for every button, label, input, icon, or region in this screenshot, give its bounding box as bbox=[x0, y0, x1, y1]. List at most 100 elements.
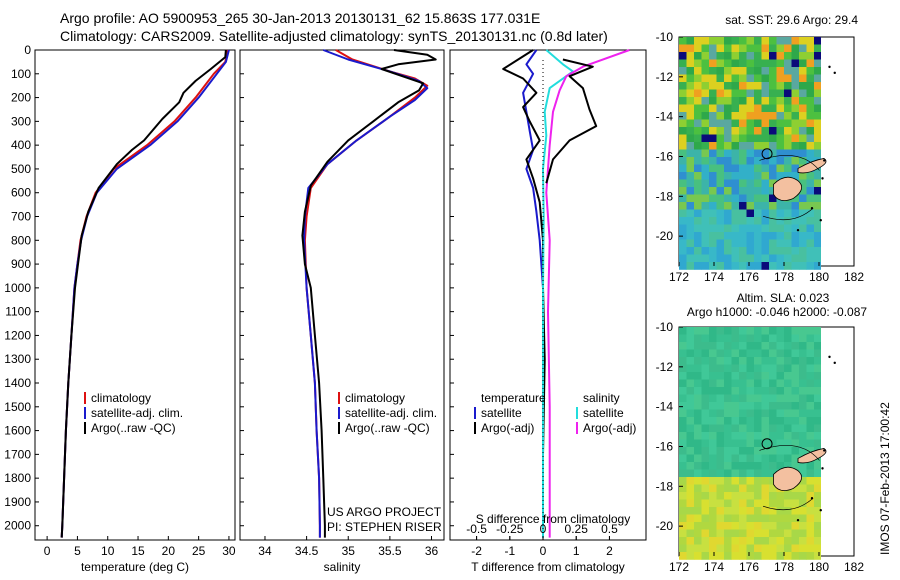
small-island bbox=[828, 65, 831, 69]
heatmap-cell bbox=[754, 232, 762, 240]
heatmap-cell bbox=[686, 112, 695, 120]
map-x-tick-label: 180 bbox=[809, 270, 829, 284]
heatmap-cell bbox=[769, 52, 777, 60]
heatmap-cell bbox=[754, 522, 762, 530]
heatmap-cell bbox=[686, 127, 695, 135]
heatmap-cell bbox=[694, 172, 702, 180]
heatmap-cell bbox=[769, 342, 777, 350]
heatmap-cell bbox=[694, 254, 702, 263]
heatmap-cell bbox=[769, 439, 777, 448]
heatmap-cell bbox=[806, 349, 815, 358]
heatmap-cell bbox=[679, 194, 687, 203]
heatmap-cell bbox=[724, 499, 732, 508]
heatmap-cell bbox=[806, 439, 815, 448]
heatmap-cell bbox=[806, 202, 815, 210]
small-island bbox=[819, 509, 822, 512]
heatmap-cell bbox=[754, 82, 762, 90]
heatmap-cell bbox=[754, 372, 762, 380]
heatmap-cell bbox=[814, 89, 821, 98]
heatmap-cell bbox=[799, 172, 807, 180]
heatmap-cell bbox=[709, 74, 717, 83]
heatmap-cell bbox=[731, 477, 740, 485]
heatmap-cell bbox=[754, 67, 762, 75]
heatmap-cell bbox=[784, 224, 792, 233]
heatmap-cell bbox=[806, 224, 815, 233]
legend-label: Argo(-adj) bbox=[481, 421, 534, 435]
heatmap-cell bbox=[739, 217, 747, 225]
heatmap-cell bbox=[716, 37, 725, 45]
heatmap-cell bbox=[709, 89, 717, 98]
heatmap-cell bbox=[769, 409, 777, 418]
heatmap-cell bbox=[709, 417, 717, 425]
heatmap-cell bbox=[746, 187, 755, 195]
heatmap-cell bbox=[731, 89, 740, 98]
heatmap-cell bbox=[769, 44, 777, 53]
legend-label: climatology bbox=[345, 391, 405, 405]
heatmap-cell bbox=[724, 334, 732, 343]
heatmap-cell bbox=[739, 164, 747, 173]
heatmap-cell bbox=[754, 52, 762, 60]
heatmap-cell bbox=[739, 492, 747, 500]
heatmap-cell bbox=[754, 379, 762, 388]
heatmap-cell bbox=[731, 59, 740, 68]
heatmap-cell bbox=[761, 97, 770, 105]
heatmap-cell bbox=[806, 232, 815, 240]
heatmap-cell bbox=[814, 499, 821, 508]
heatmap-cell bbox=[814, 402, 821, 410]
heatmap-cell bbox=[754, 484, 762, 493]
heatmap-cell bbox=[784, 387, 792, 395]
heatmap-cell bbox=[746, 552, 755, 560]
heatmap-cell bbox=[769, 37, 777, 45]
y-tick-label: 100 bbox=[11, 67, 31, 81]
heatmap-cell bbox=[754, 394, 762, 403]
heatmap-cell bbox=[761, 142, 770, 150]
heatmap-cell bbox=[784, 454, 792, 463]
legend-label: Argo(..raw -QC) bbox=[91, 421, 176, 435]
heatmap-cell bbox=[694, 507, 702, 515]
heatmap-cell bbox=[784, 424, 792, 433]
heatmap-cell bbox=[769, 164, 777, 173]
heatmap-cell bbox=[761, 499, 770, 508]
heatmap-cell bbox=[769, 74, 777, 83]
heatmap-cell bbox=[814, 52, 821, 60]
heatmap-cell bbox=[776, 59, 785, 68]
heatmap-cell bbox=[754, 217, 762, 225]
heatmap-cell bbox=[694, 432, 702, 440]
heatmap-cell bbox=[784, 379, 792, 388]
heatmap-cell bbox=[701, 82, 710, 90]
heatmap-cell bbox=[776, 372, 785, 380]
map-y-tick-label: -10 bbox=[656, 30, 674, 44]
heatmap-cell bbox=[791, 402, 800, 410]
heatmap-cell bbox=[746, 202, 755, 210]
heatmap-cell bbox=[679, 417, 687, 425]
x-tick-label: 1 bbox=[573, 544, 580, 558]
heatmap-cell bbox=[791, 537, 800, 545]
s-tick-label: 0 bbox=[540, 522, 547, 536]
heatmap-cell bbox=[814, 149, 821, 158]
heatmap-cell bbox=[716, 194, 725, 203]
heatmap-cell bbox=[746, 327, 755, 335]
heatmap-cell bbox=[814, 342, 821, 350]
heatmap-cell bbox=[724, 89, 732, 98]
heatmap-cell bbox=[754, 194, 762, 203]
heatmap-cell bbox=[679, 342, 687, 350]
heatmap-cell bbox=[694, 469, 702, 478]
heatmap-cell bbox=[679, 239, 687, 248]
heatmap-cell bbox=[686, 379, 695, 388]
heatmap-cell bbox=[724, 217, 732, 225]
heatmap-cell bbox=[791, 59, 800, 68]
heatmap-cell bbox=[791, 454, 800, 463]
heatmap-cell bbox=[724, 254, 732, 263]
heatmap-cell bbox=[769, 394, 777, 403]
heatmap-cell bbox=[784, 432, 792, 440]
heatmap-cell bbox=[754, 187, 762, 195]
heatmap-cell bbox=[709, 239, 717, 248]
heatmap-cell bbox=[776, 492, 785, 500]
heatmap-cell bbox=[739, 447, 747, 455]
heatmap-cell bbox=[739, 484, 747, 493]
heatmap-cell bbox=[686, 74, 695, 83]
heatmap-cell bbox=[791, 409, 800, 418]
heatmap-cell bbox=[791, 44, 800, 53]
heatmap-cell bbox=[686, 529, 695, 538]
heatmap-cell bbox=[799, 372, 807, 380]
